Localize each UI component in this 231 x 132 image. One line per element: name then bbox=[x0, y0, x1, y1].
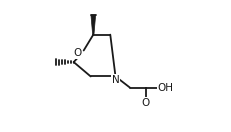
Text: O: O bbox=[141, 98, 150, 108]
Text: O: O bbox=[73, 48, 82, 58]
Text: OH: OH bbox=[158, 82, 174, 93]
Polygon shape bbox=[91, 15, 96, 35]
Text: N: N bbox=[112, 75, 119, 85]
